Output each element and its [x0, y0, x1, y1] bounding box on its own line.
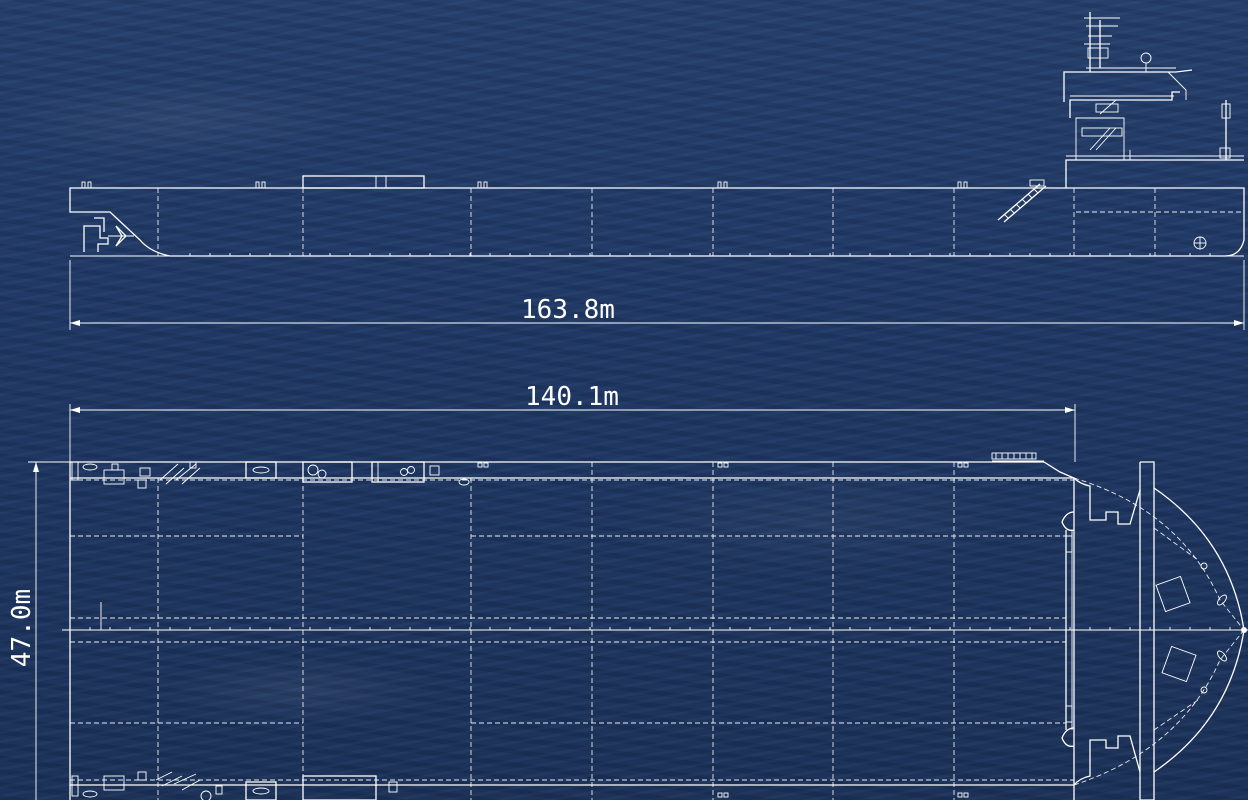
- side-profile: [69, 12, 1245, 257]
- plan-gangway: [991, 452, 1044, 462]
- plan-deckhouses-top: [71, 461, 470, 489]
- dimension-deck-length: 140.1m: [69, 382, 1076, 462]
- plan-deckhouses-bottom: [71, 771, 398, 800]
- baseline-ticks: [189, 253, 1211, 256]
- deck-length-label: 140.1m: [525, 382, 619, 412]
- centerline-ticks: [89, 627, 1231, 630]
- profile-bulkheads: [157, 188, 1244, 256]
- dimension-length-overall: 163.8m: [69, 260, 1245, 330]
- profile-bollards: [81, 181, 968, 189]
- plan-hull-outline: [69, 461, 1075, 800]
- deck-house: [302, 175, 425, 189]
- plan-longitudinals: [70, 479, 1074, 781]
- bow-thruster-icon: [1193, 236, 1207, 250]
- hull-outline: [69, 187, 1245, 257]
- dimension-breadth: 47.0m: [7, 461, 70, 800]
- plan-bulkheads: [157, 462, 955, 800]
- length-overall-label: 163.8m: [521, 295, 615, 325]
- plan-view: [62, 452, 1248, 800]
- breadth-label: 47.0m: [7, 589, 37, 667]
- gangway: [997, 179, 1047, 223]
- plan-bollards: [477, 462, 969, 798]
- superstructure: [1063, 12, 1244, 188]
- plan-forward-structure: [1061, 461, 1247, 800]
- stern-thruster: [83, 217, 134, 252]
